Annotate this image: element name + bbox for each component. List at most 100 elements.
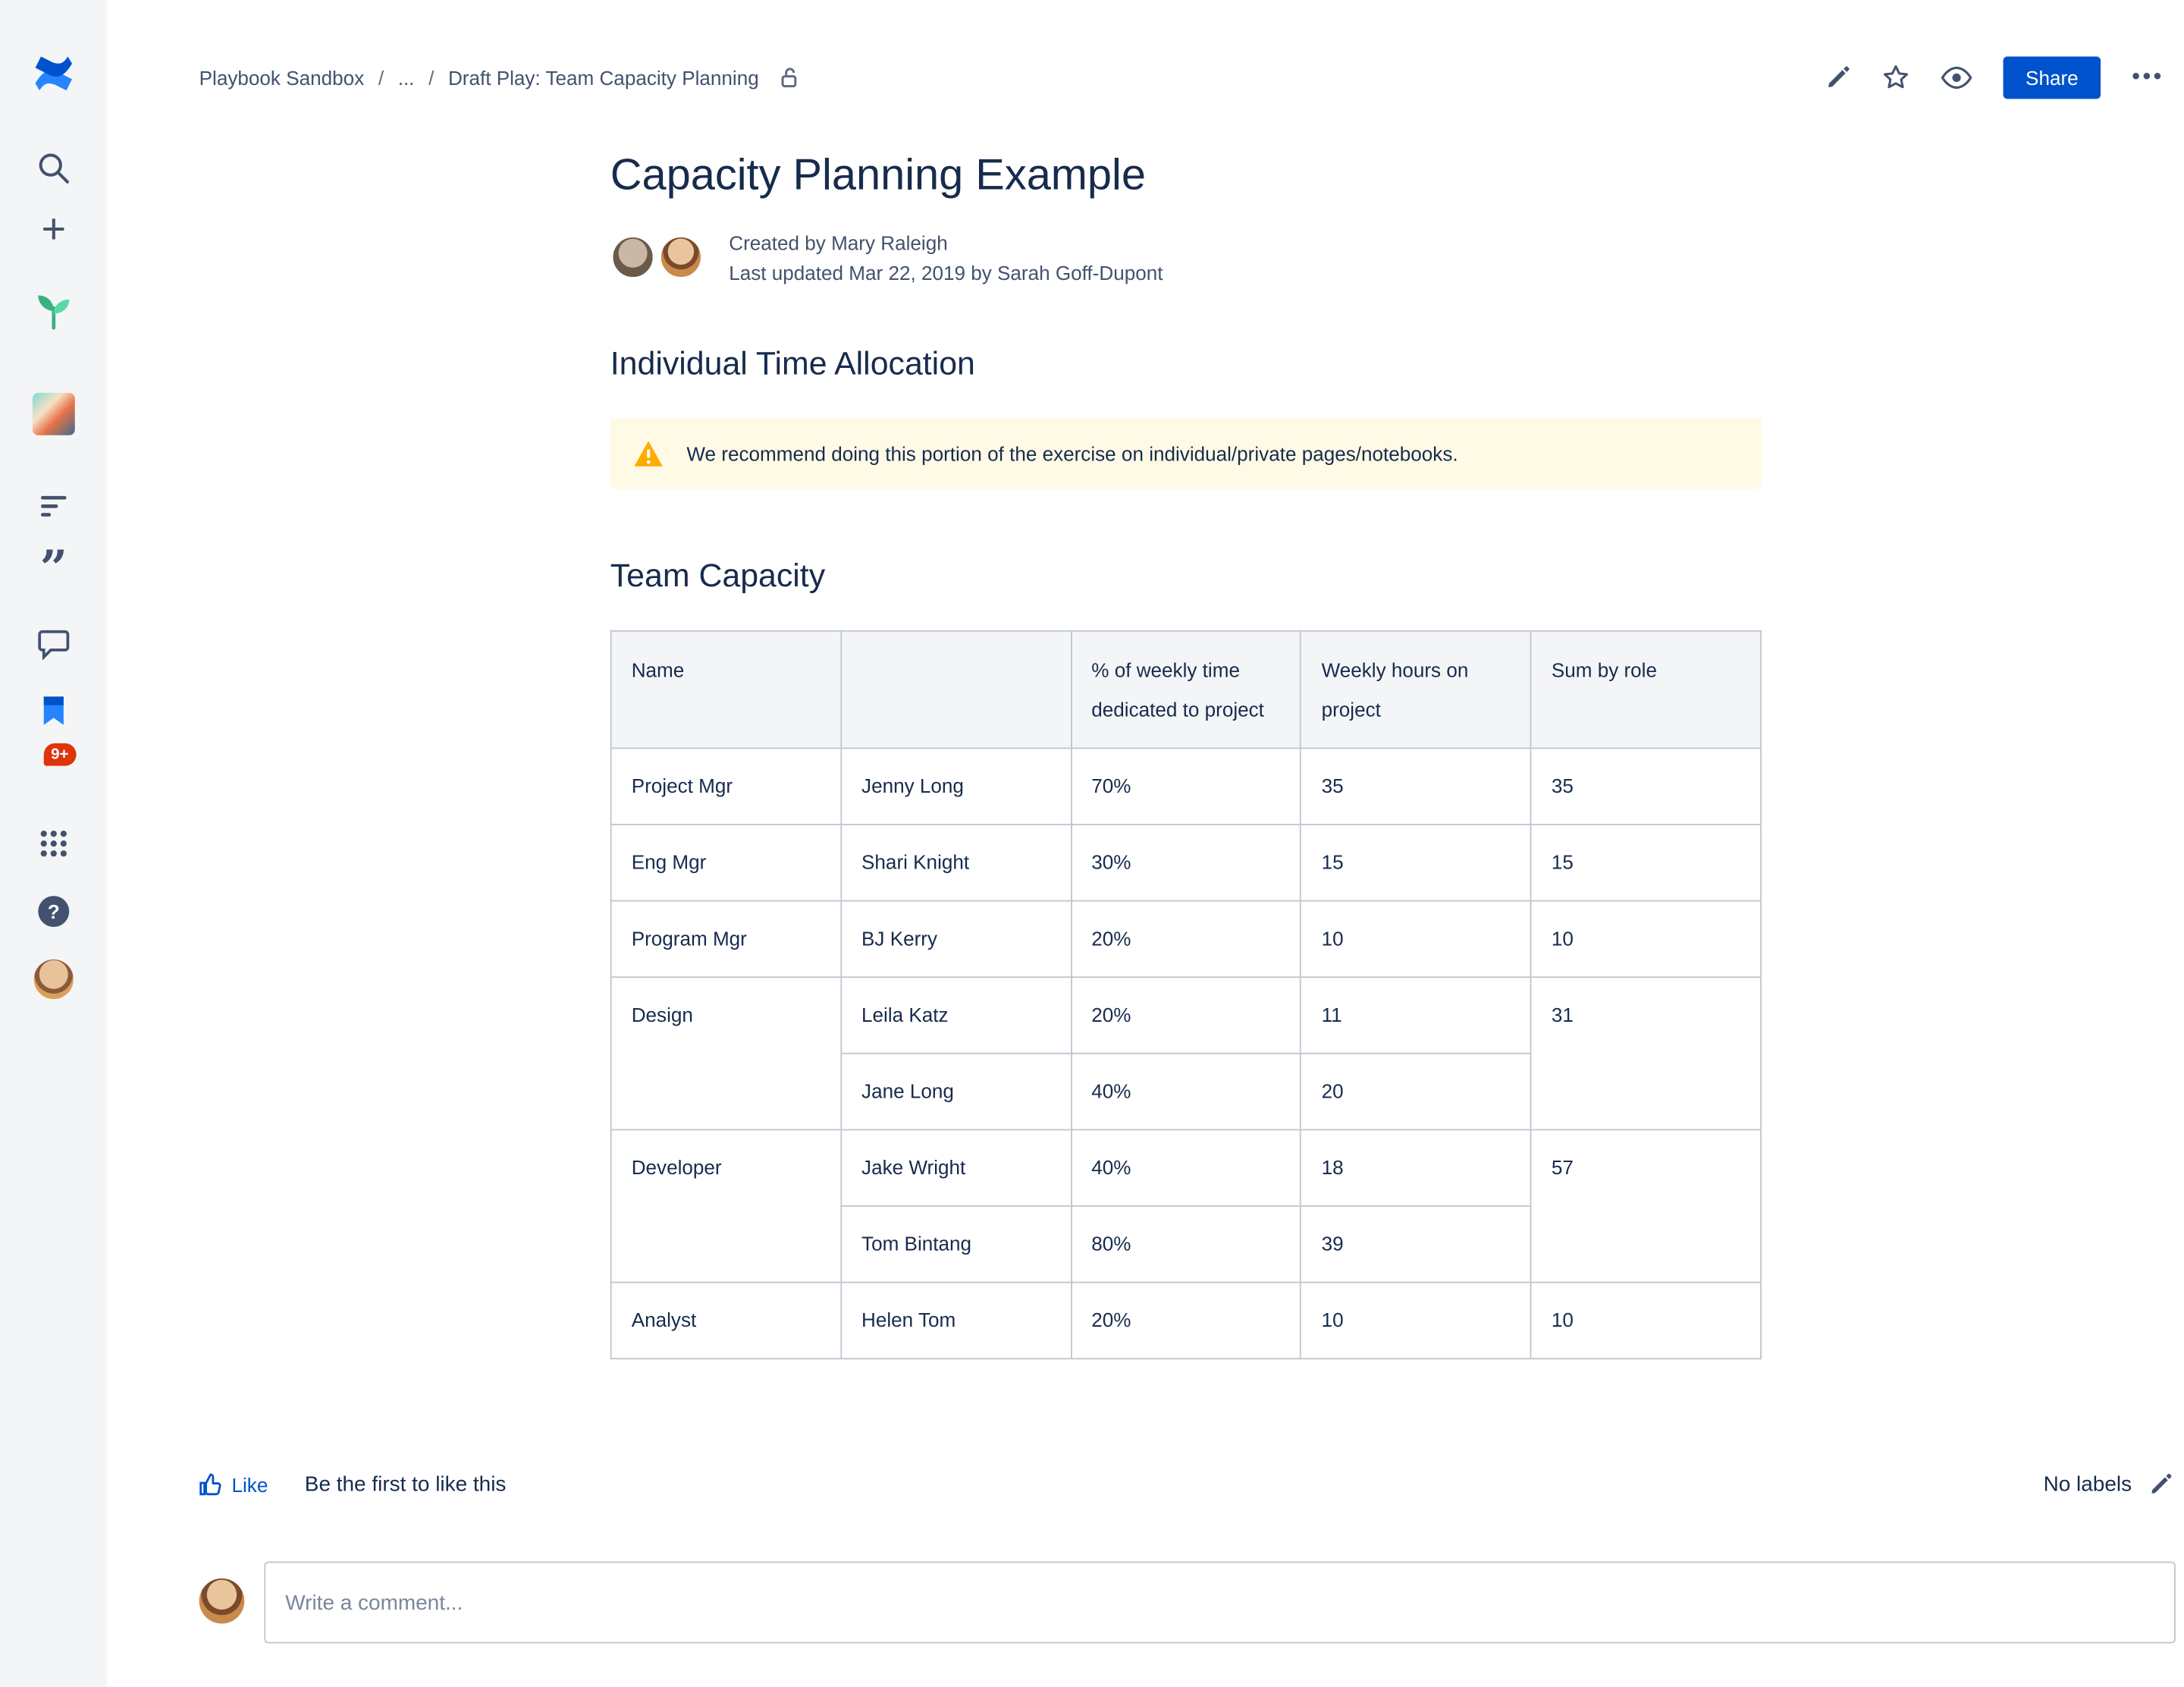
cell-pct: 30% (1070, 824, 1302, 902)
topbar: Playbook Sandbox / ... / Draft Play: Tea… (199, 0, 2176, 99)
cell-hours: 39 (1300, 1205, 1532, 1283)
comment-section (199, 1561, 2176, 1671)
sidebar-item-quotes[interactable]: ” (0, 545, 108, 593)
cell-name: Jenny Long (840, 747, 1072, 825)
contributor-avatars[interactable] (610, 234, 707, 282)
app-switcher-button[interactable] (0, 827, 108, 861)
cell-pct: 40% (1070, 1052, 1302, 1131)
favourite-button[interactable] (1881, 64, 1909, 92)
byline-text: Created by Mary Raleigh Last updated Mar… (729, 229, 1163, 288)
bookmark-icon (43, 696, 64, 725)
created-by-text: Created by Mary Raleigh (729, 231, 948, 255)
share-button[interactable]: Share (2003, 56, 2101, 99)
comment-input[interactable] (264, 1561, 2176, 1644)
watch-button[interactable] (1941, 65, 1972, 91)
cell-name: Leila Katz (840, 976, 1072, 1054)
table-row: Program Mgr BJ Kerry 20% 10 10 (610, 900, 1762, 979)
cell-hours: 15 (1300, 824, 1532, 902)
user-avatar (33, 959, 74, 1000)
table-row: Jane Long 40% 20 (611, 1052, 1761, 1131)
breadcrumb-page-link[interactable]: Draft Play: Team Capacity Planning (447, 66, 759, 90)
cell-sum: 31 (1530, 976, 1762, 1131)
star-icon (1883, 65, 1908, 89)
cell-hours: 20 (1300, 1052, 1532, 1131)
sidebar-item-bookmarks[interactable] (0, 694, 108, 728)
cell-sum: 10 (1530, 1281, 1762, 1360)
cell-pct: 20% (1070, 976, 1302, 1054)
sidebar-item-comments[interactable] (0, 626, 108, 660)
sidebar-item-sprout[interactable] (0, 291, 108, 331)
cell-role: Analyst (610, 1281, 842, 1360)
help-button[interactable]: ? (0, 894, 108, 928)
sidebar-item-space[interactable] (0, 392, 108, 435)
cell-hours: 10 (1300, 900, 1532, 979)
cell-role: Program Mgr (610, 900, 842, 979)
pencil-icon (1828, 66, 1850, 88)
unlock-icon (781, 68, 797, 88)
create-button[interactable]: + (0, 209, 108, 251)
search-button[interactable] (0, 149, 108, 186)
table-row: Project Mgr Jenny Long 70% 35 35 (610, 747, 1762, 825)
notifications-badge[interactable]: 9+ (43, 743, 76, 766)
byline: Created by Mary Raleigh Last updated Mar… (610, 229, 1762, 288)
warning-text: We recommend doing this portion of the e… (686, 442, 1458, 465)
list-lines-icon (41, 495, 67, 517)
cell-hours: 10 (1300, 1281, 1532, 1360)
breadcrumb-separator: / (428, 66, 435, 90)
more-actions-button[interactable]: ••• (2132, 64, 2164, 90)
cell-name: Helen Tom (840, 1281, 1072, 1360)
profile-button[interactable] (0, 959, 108, 1000)
thumbs-up-icon (199, 1473, 221, 1496)
labels-group: No labels (2044, 1472, 2176, 1497)
cell-sum: 35 (1530, 747, 1762, 825)
cell-pct: 20% (1070, 1281, 1302, 1360)
cell-sum: 57 (1530, 1129, 1762, 1283)
cell-pct: 70% (1070, 747, 1302, 825)
col-header-person (840, 630, 1072, 749)
like-group: Like Be the first to like this (199, 1472, 506, 1497)
last-updated-text: Last updated Mar 22, 2019 by Sarah Goff-… (729, 261, 1163, 284)
cell-pct: 80% (1070, 1205, 1302, 1283)
breadcrumb-separator: / (378, 66, 384, 90)
no-labels-text: No labels (2043, 1472, 2132, 1497)
article: Capacity Planning Example Created by Mar… (610, 147, 1762, 1360)
search-icon (39, 153, 69, 184)
team-capacity-table: Name % of weekly time dedicated to proje… (610, 630, 1762, 1360)
cell-name: BJ Kerry (840, 900, 1072, 979)
like-label: Like (231, 1473, 268, 1496)
sidebar-item-recent[interactable] (0, 489, 108, 523)
table-row: Eng Mgr Shari Knight 30% 15 15 (610, 824, 1762, 902)
cell-name: Tom Bintang (840, 1205, 1072, 1283)
comment-bubble-icon (38, 630, 70, 660)
page-content: Playbook Sandbox / ... / Draft Play: Tea… (108, 0, 2184, 1672)
col-header-hours: Weekly hours on project (1300, 630, 1532, 749)
app-sidebar: + ” (0, 0, 108, 1687)
breadcrumb-space-link[interactable]: Playbook Sandbox (199, 66, 365, 90)
table-row: Tom Bintang 80% 39 (611, 1205, 1761, 1283)
confluence-logo[interactable] (0, 54, 108, 93)
like-button[interactable]: Like (199, 1472, 268, 1497)
page-footer: Like Be the first to like this No labels (199, 1472, 2176, 1497)
col-header-name: Name (610, 630, 842, 749)
sprout-icon (38, 295, 70, 330)
contributor-avatar-1 (610, 234, 656, 280)
warning-panel: We recommend doing this portion of the e… (610, 418, 1762, 489)
edit-button[interactable] (1825, 65, 1851, 91)
cell-name: Jake Wright (840, 1129, 1072, 1207)
confluence-logo-icon (35, 56, 73, 91)
cell-hours: 18 (1300, 1129, 1532, 1207)
cell-sum: 10 (1530, 900, 1762, 979)
page-actions: Share ••• (1825, 56, 2176, 99)
section-heading-individual: Individual Time Allocation (610, 344, 975, 382)
breadcrumb-ellipsis-link[interactable]: ... (397, 66, 415, 90)
cell-pct: 20% (1070, 900, 1302, 979)
space-avatar (32, 392, 75, 435)
cell-name: Jane Long (840, 1052, 1072, 1131)
cell-hours: 35 (1300, 747, 1532, 825)
edit-labels-button[interactable] (2148, 1472, 2173, 1497)
grid-icon (40, 831, 67, 857)
cell-hours: 11 (1300, 976, 1532, 1054)
cell-sum: 15 (1530, 824, 1762, 902)
cell-role: Design (610, 976, 842, 1131)
labels-pencil-icon (2151, 1473, 2172, 1494)
